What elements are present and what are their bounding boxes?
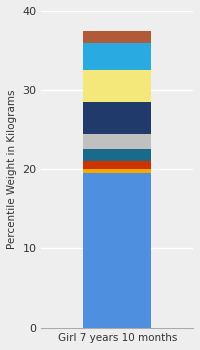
Bar bbox=[83, 134, 151, 149]
Bar bbox=[83, 161, 151, 169]
Bar bbox=[83, 70, 151, 102]
Bar bbox=[83, 173, 151, 328]
Bar bbox=[83, 149, 151, 161]
Bar bbox=[83, 169, 151, 173]
Bar bbox=[83, 43, 151, 70]
Bar bbox=[83, 102, 151, 134]
Y-axis label: Percentile Weight in Kilograms: Percentile Weight in Kilograms bbox=[7, 90, 17, 249]
Bar bbox=[83, 31, 151, 43]
